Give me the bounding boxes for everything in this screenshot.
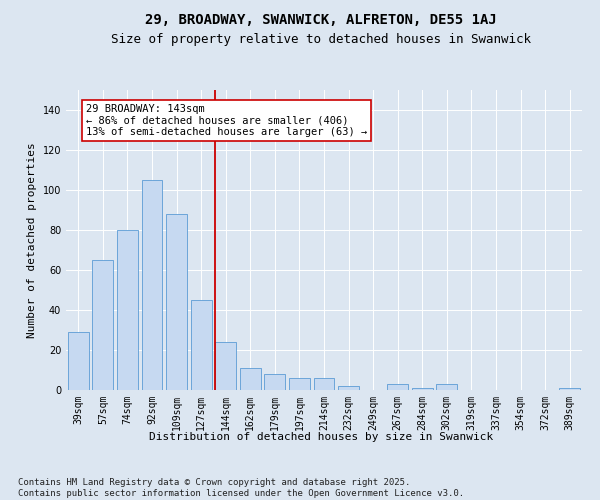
Bar xyxy=(289,378,310,390)
Bar xyxy=(215,342,236,390)
Bar xyxy=(559,388,580,390)
Bar xyxy=(338,386,359,390)
Text: Contains HM Land Registry data © Crown copyright and database right 2025.
Contai: Contains HM Land Registry data © Crown c… xyxy=(18,478,464,498)
Bar xyxy=(68,332,89,390)
Text: Distribution of detached houses by size in Swanwick: Distribution of detached houses by size … xyxy=(149,432,493,442)
Text: 29, BROADWAY, SWANWICK, ALFRETON, DE55 1AJ: 29, BROADWAY, SWANWICK, ALFRETON, DE55 1… xyxy=(145,12,497,26)
Bar xyxy=(117,230,138,390)
Bar xyxy=(314,378,334,390)
Bar xyxy=(240,368,261,390)
Y-axis label: Number of detached properties: Number of detached properties xyxy=(27,142,37,338)
Bar xyxy=(387,384,408,390)
Bar xyxy=(436,384,457,390)
Bar xyxy=(191,300,212,390)
Bar xyxy=(142,180,163,390)
Bar xyxy=(166,214,187,390)
Bar xyxy=(92,260,113,390)
Bar xyxy=(412,388,433,390)
Text: Size of property relative to detached houses in Swanwick: Size of property relative to detached ho… xyxy=(111,32,531,46)
Text: 29 BROADWAY: 143sqm
← 86% of detached houses are smaller (406)
13% of semi-detac: 29 BROADWAY: 143sqm ← 86% of detached ho… xyxy=(86,104,367,137)
Bar xyxy=(265,374,286,390)
